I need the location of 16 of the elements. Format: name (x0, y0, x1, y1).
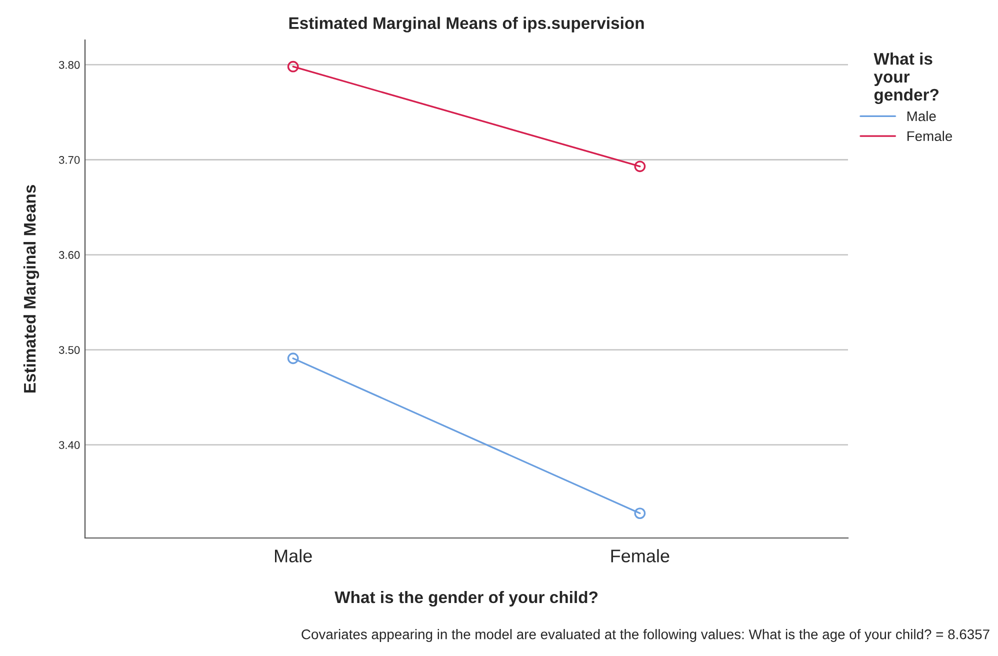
legend-label: Male (907, 110, 936, 122)
text: Covariates appearing in the model are evaluated at the following values: What is the age of your child? = 8.6357 (302, 629, 990, 642)
y-tick-label: 3.40 (58, 441, 80, 449)
legend-label: Female (907, 130, 952, 142)
y-tick-label: 3.50 (58, 346, 80, 354)
y-tick-label: 3.80 (58, 60, 80, 69)
point (634, 160, 646, 172)
point (634, 508, 646, 519)
y-axis-title: Estimated Marginal Means (23, 185, 40, 393)
chart-title: Estimated Marginal Means of ips.supervision (289, 16, 644, 32)
x-axis-title: What is the gender of your child? (334, 590, 598, 607)
point (287, 352, 299, 364)
y-tick-label: 3.60 (58, 251, 80, 259)
point (287, 60, 299, 72)
y-tick-label: 3.70 (58, 156, 80, 164)
legend-title: What is your gender? (874, 52, 938, 104)
